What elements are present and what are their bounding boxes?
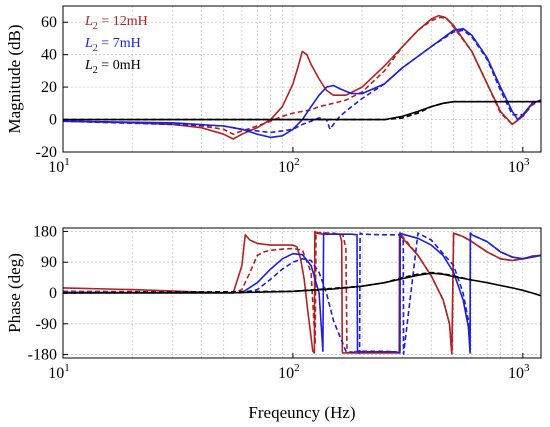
y-tick-label: 90: [41, 254, 57, 271]
magnitude-panel: -20 0 20 40 60 101 102 103 Magnitude (dB) L2 = 12…: [5, 5, 542, 176]
x-tick-label: 102: [278, 156, 300, 176]
y-tick-label: 60: [41, 14, 57, 31]
legend-entry: L2 = 7mH: [84, 36, 141, 54]
series-group: [63, 230, 541, 355]
series-line-5: [63, 271, 472, 294]
x-tick-label: 103: [508, 362, 530, 382]
x-tick-label: 103: [508, 156, 530, 176]
plot-frame: [62, 5, 542, 153]
series-line-0: [63, 230, 541, 354]
legend-entry: L2 = 12mH: [84, 14, 148, 32]
y-tick-label: 180: [33, 223, 57, 240]
series-line-3: [63, 29, 541, 134]
series-line-5: [63, 100, 541, 121]
y-tick-label: 0: [49, 285, 57, 302]
y-tick-label: 20: [41, 79, 57, 96]
x-axis-label: Freqeuncy (Hz): [248, 403, 355, 422]
series-line-4: [63, 100, 541, 121]
y-axis-label: Magnitude (dB): [5, 24, 24, 133]
x-tick-label: 101: [48, 156, 70, 176]
y-tick-label: 40: [41, 47, 57, 64]
y-tick-label: -20: [36, 144, 57, 161]
series-line-2: [63, 27, 541, 139]
y-tick-label: 0: [49, 112, 57, 129]
phase-panel: -180 -90 0 90 180 101 102 103 Phase (deg) Freqeun…: [5, 223, 542, 422]
series-line-1: [63, 16, 541, 135]
x-tick-label: 102: [278, 362, 300, 382]
x-tick-label: 101: [48, 362, 70, 382]
series-line-3: [63, 232, 541, 355]
y-tick-label: -90: [36, 316, 57, 333]
legend-entry: L2 = 0mH: [84, 58, 141, 76]
series-line-4: [63, 272, 541, 297]
y-axis-label: Phase (deg): [5, 253, 24, 333]
y-tick-label: -180: [28, 347, 57, 364]
grid-lines: [63, 6, 541, 152]
series-group: [63, 14, 541, 140]
legend: L2 = 12mH L2 = 7mH L2 = 0mH: [84, 14, 148, 76]
